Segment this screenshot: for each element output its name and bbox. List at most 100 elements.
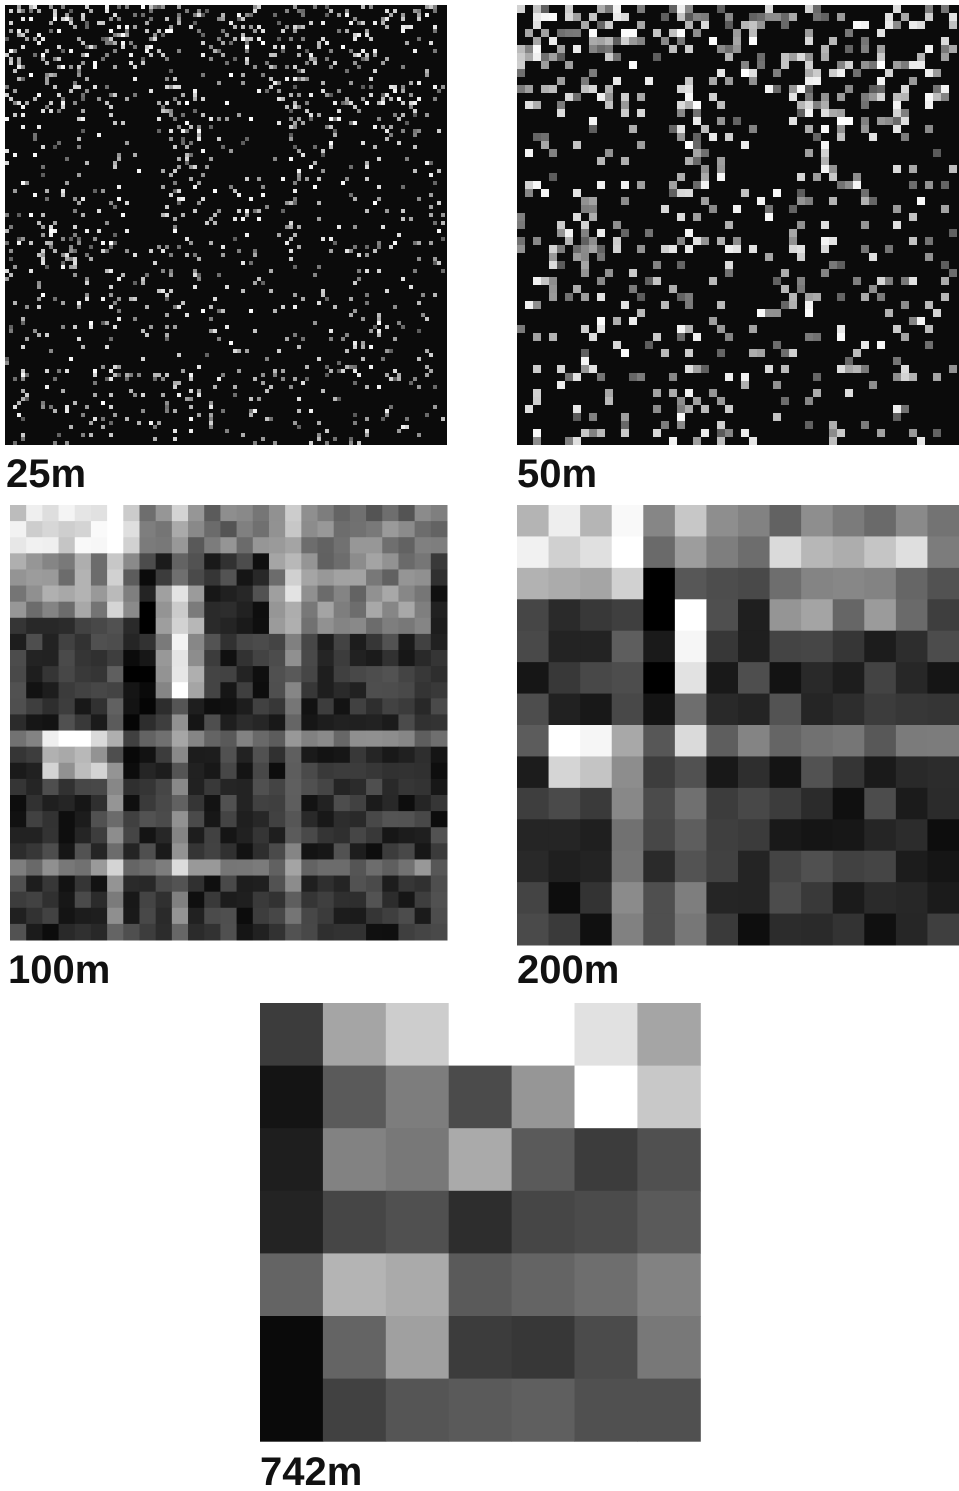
image-pixel xyxy=(113,165,117,169)
image-pixel xyxy=(285,811,302,828)
image-100m xyxy=(10,505,448,941)
image-pixel xyxy=(741,61,749,69)
image-pixel xyxy=(896,568,928,600)
image-pixel xyxy=(59,537,76,554)
image-pixel xyxy=(269,666,286,683)
image-pixel xyxy=(5,53,9,57)
image-pixel xyxy=(417,357,421,361)
image-pixel xyxy=(318,682,335,699)
image-pixel xyxy=(701,149,709,157)
image-pixel xyxy=(770,756,802,788)
image-pixel xyxy=(629,37,637,45)
image-pixel xyxy=(365,429,369,433)
image-pixel xyxy=(549,851,581,883)
image-pixel xyxy=(93,65,97,69)
image-pixel xyxy=(733,29,741,37)
image-pixel xyxy=(156,779,173,796)
image-pixel xyxy=(373,325,377,329)
image-pixel xyxy=(33,153,37,157)
image-pixel xyxy=(41,405,45,409)
image-pixel xyxy=(781,53,789,61)
image-pixel xyxy=(605,21,613,29)
image-pixel xyxy=(93,369,97,373)
image-pixel xyxy=(85,297,89,301)
image-pixel xyxy=(156,731,173,748)
image-pixel xyxy=(325,365,329,369)
image-pixel xyxy=(637,1003,700,1066)
image-pixel xyxy=(709,389,717,397)
image-pixel xyxy=(941,181,949,189)
image-pixel xyxy=(738,536,770,568)
image-pixel xyxy=(91,811,108,828)
image-pixel xyxy=(193,273,197,277)
image-pixel xyxy=(433,5,437,9)
image-pixel xyxy=(10,892,27,909)
image-pixel xyxy=(181,137,185,141)
image-pixel xyxy=(97,97,101,101)
image-pixel xyxy=(413,169,417,173)
image-pixel xyxy=(389,377,393,381)
image-pixel xyxy=(575,1191,638,1254)
image-pixel xyxy=(165,101,169,105)
image-pixel xyxy=(81,53,85,57)
image-pixel xyxy=(42,795,59,812)
image-pixel xyxy=(401,209,405,213)
image-pixel xyxy=(941,53,949,61)
image-pixel xyxy=(925,125,933,133)
image-pixel xyxy=(42,666,59,683)
image-pixel xyxy=(329,237,333,241)
image-pixel xyxy=(193,109,197,113)
image-pixel xyxy=(357,33,361,37)
image-pixel xyxy=(706,631,738,663)
image-pixel xyxy=(209,305,213,309)
image-pixel xyxy=(149,421,153,425)
image-pixel xyxy=(204,698,221,715)
image-pixel xyxy=(91,747,108,764)
image-pixel xyxy=(169,85,173,89)
image-pixel xyxy=(580,694,612,726)
image-pixel xyxy=(45,197,49,201)
image-pixel xyxy=(257,209,261,213)
image-pixel xyxy=(369,5,373,9)
image-pixel xyxy=(188,892,205,909)
image-pixel xyxy=(685,101,693,109)
image-pixel xyxy=(237,698,254,715)
image-pixel xyxy=(706,882,738,914)
image-pixel xyxy=(525,189,533,197)
image-pixel xyxy=(350,827,367,844)
image-pixel xyxy=(156,634,173,651)
image-pixel xyxy=(429,161,433,165)
image-pixel xyxy=(13,441,17,445)
image-pixel xyxy=(677,109,685,117)
image-pixel xyxy=(398,553,415,570)
image-pixel xyxy=(29,5,33,9)
image-pixel xyxy=(91,569,108,586)
image-pixel xyxy=(701,125,709,133)
image-pixel xyxy=(877,77,885,85)
image-pixel xyxy=(557,365,565,373)
image-pixel xyxy=(285,666,302,683)
image-pixel xyxy=(385,349,389,353)
image-pixel xyxy=(361,57,365,61)
image-pixel xyxy=(249,197,253,201)
image-pixel xyxy=(117,297,121,301)
image-pixel xyxy=(706,725,738,757)
image-pixel xyxy=(801,505,833,537)
image-pixel xyxy=(675,914,707,946)
image-pixel xyxy=(677,125,685,133)
image-pixel xyxy=(386,1128,449,1191)
image-pixel xyxy=(269,763,286,780)
image-pixel xyxy=(75,618,92,635)
image-pixel xyxy=(123,618,140,635)
image-pixel xyxy=(365,301,369,305)
image-pixel xyxy=(133,65,137,69)
image-pixel xyxy=(129,373,133,377)
image-pixel xyxy=(42,650,59,667)
image-pixel xyxy=(701,365,709,373)
image-pixel xyxy=(433,405,437,409)
image-pixel xyxy=(805,333,813,341)
image-pixel xyxy=(813,77,821,85)
image-pixel xyxy=(220,843,237,860)
image-pixel xyxy=(45,81,49,85)
image-pixel xyxy=(512,1003,575,1066)
